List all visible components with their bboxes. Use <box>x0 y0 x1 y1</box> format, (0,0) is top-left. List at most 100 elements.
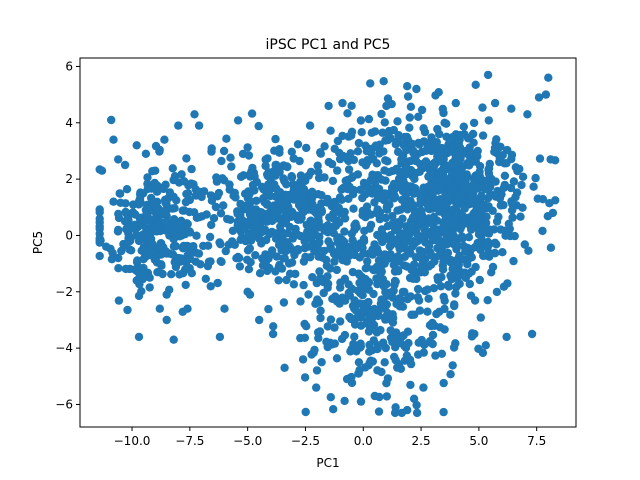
data-point <box>419 124 428 133</box>
data-point <box>338 131 347 141</box>
data-point <box>137 287 146 296</box>
x-axis: −10.0 −7.5 −5.0 −2.5 0.0 2.5 5.0 7.5 <box>114 427 546 448</box>
data-point <box>316 148 325 157</box>
plot-frame <box>79 57 577 428</box>
data-point <box>437 349 447 358</box>
data-point <box>148 215 157 224</box>
data-point <box>353 147 363 156</box>
x-tick-label: 5.0 <box>469 434 488 448</box>
data-point <box>405 199 414 208</box>
data-point <box>499 183 508 193</box>
x-tick-label: −5.0 <box>233 434 262 448</box>
data-point <box>483 70 493 80</box>
data-point <box>330 197 339 207</box>
data-point <box>244 265 254 274</box>
data-point <box>336 283 345 292</box>
data-point <box>389 179 399 189</box>
data-point <box>299 280 308 290</box>
data-point <box>141 252 150 261</box>
data-point <box>447 143 457 152</box>
data-point <box>342 153 351 162</box>
data-point <box>439 378 448 388</box>
data-point <box>492 217 502 226</box>
data-point <box>117 246 126 256</box>
data-point <box>509 177 519 186</box>
data-point <box>479 251 489 260</box>
data-point <box>407 221 416 230</box>
data-point <box>114 264 123 273</box>
data-point <box>520 240 529 249</box>
data-point <box>138 230 148 239</box>
data-point <box>362 147 371 156</box>
data-point <box>296 203 306 212</box>
data-point <box>452 211 462 221</box>
data-point <box>194 249 204 258</box>
data-point <box>217 156 226 166</box>
data-point <box>369 336 378 345</box>
data-point <box>446 310 455 319</box>
data-point <box>510 231 519 241</box>
data-point <box>442 230 451 240</box>
data-point <box>435 307 444 316</box>
data-point <box>484 165 493 174</box>
data-point <box>358 243 367 253</box>
data-point <box>170 204 179 213</box>
data-point <box>448 133 457 142</box>
data-point <box>255 315 264 325</box>
data-point <box>347 229 356 238</box>
data-point <box>459 122 468 131</box>
data-point <box>269 322 278 331</box>
data-point <box>242 204 251 214</box>
data-point <box>456 130 465 140</box>
data-point <box>274 164 283 174</box>
data-point <box>254 121 263 131</box>
data-point <box>382 379 391 388</box>
data-point <box>168 164 177 173</box>
data-point <box>500 159 509 168</box>
data-point <box>326 315 336 324</box>
y-tick-label: 0 <box>65 228 73 242</box>
data-point <box>459 212 468 221</box>
data-point <box>306 167 316 177</box>
data-point <box>402 145 411 154</box>
data-point <box>261 161 270 171</box>
data-point <box>362 317 372 326</box>
data-point <box>340 396 349 406</box>
data-point <box>379 281 388 291</box>
data-point <box>324 237 333 246</box>
data-point <box>406 292 415 301</box>
data-point <box>114 253 123 263</box>
data-point <box>233 116 243 125</box>
data-point <box>202 210 211 219</box>
data-point <box>280 218 290 228</box>
data-point <box>370 198 379 207</box>
data-point <box>215 332 225 342</box>
data-point <box>375 267 384 276</box>
data-point <box>455 145 464 154</box>
data-point <box>422 230 431 240</box>
data-point <box>535 154 545 163</box>
data-point <box>287 173 296 182</box>
data-point <box>474 344 483 353</box>
data-point <box>121 207 130 217</box>
data-point <box>544 73 553 82</box>
data-point <box>185 254 195 264</box>
data-point <box>206 282 215 291</box>
data-point <box>380 118 389 127</box>
data-point <box>425 321 435 330</box>
data-point <box>517 180 526 190</box>
data-point <box>355 278 364 288</box>
data-point <box>301 407 310 417</box>
data-point <box>270 214 279 224</box>
data-point <box>473 152 482 161</box>
data-point <box>302 322 311 331</box>
data-point <box>342 374 352 384</box>
data-point <box>192 231 201 240</box>
data-point <box>386 250 395 259</box>
data-point <box>362 202 372 211</box>
data-point <box>95 224 104 234</box>
data-point <box>419 348 428 357</box>
data-point <box>115 189 125 198</box>
data-point <box>340 207 349 217</box>
data-point <box>379 338 388 347</box>
